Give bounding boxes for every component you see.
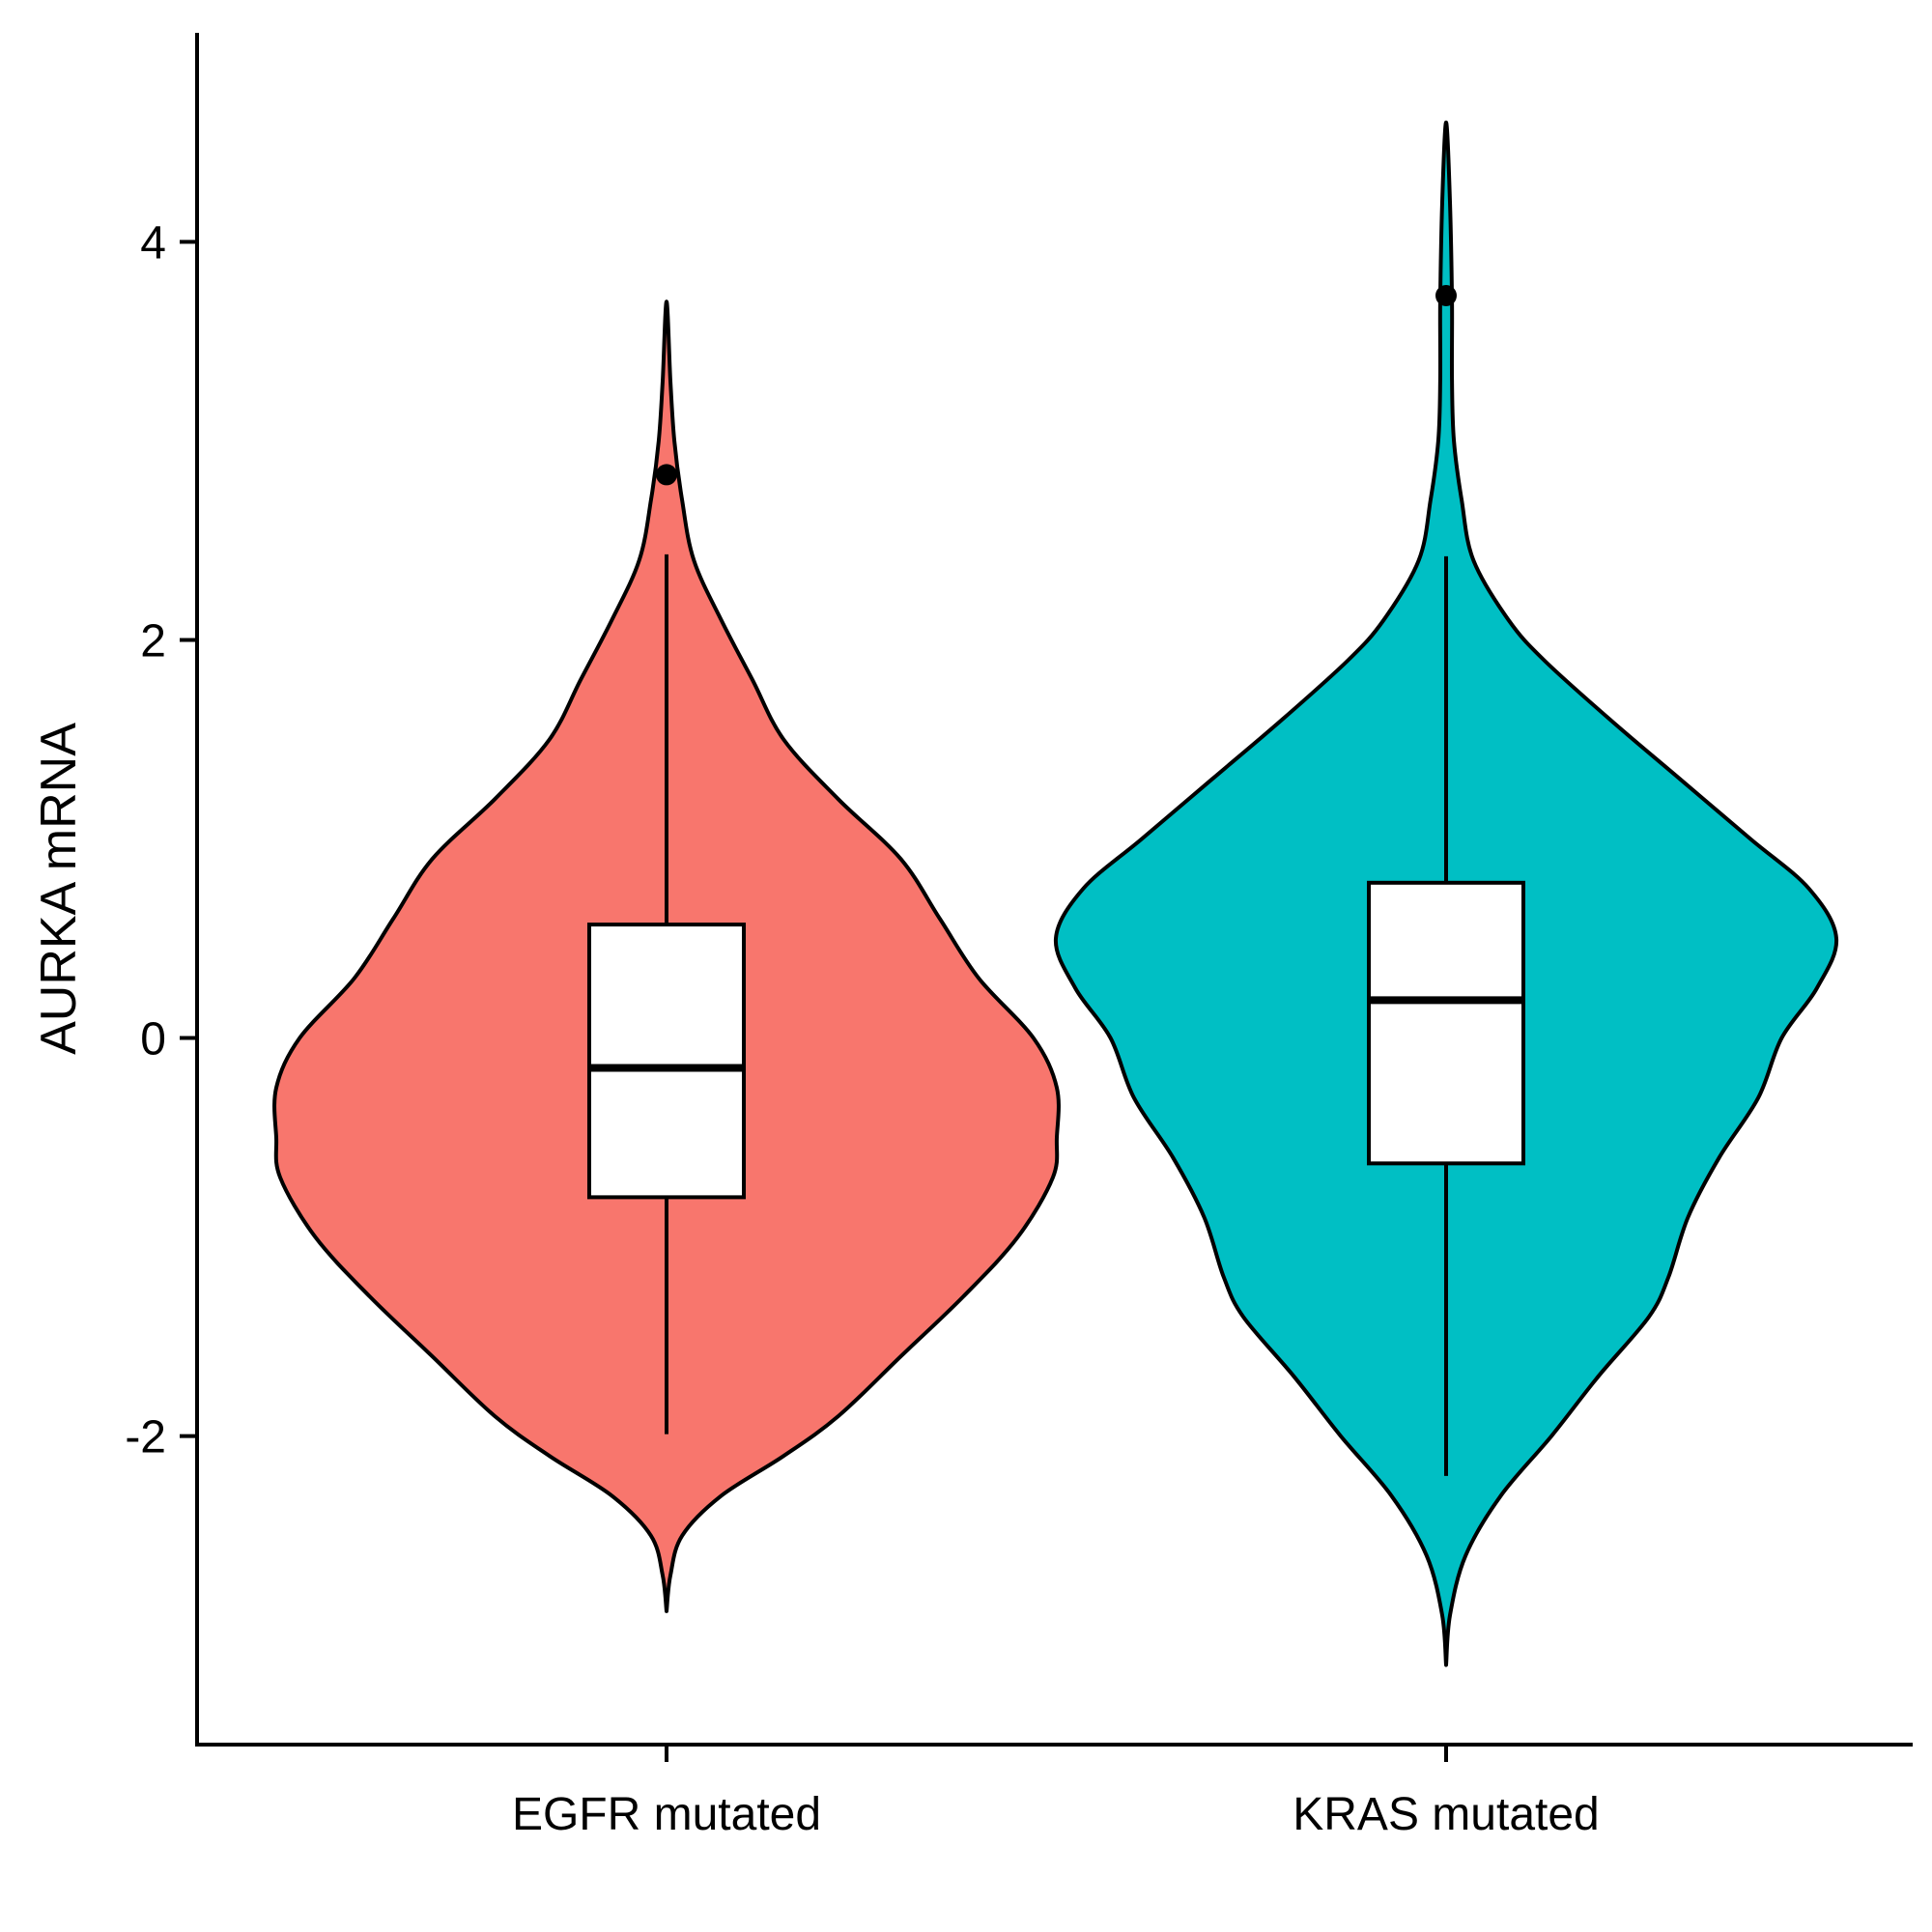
- y-tick-label-3: 4: [140, 217, 166, 269]
- outlier-point-kras-0: [1435, 284, 1457, 306]
- axes: [195, 33, 1913, 1747]
- y-axis-title: AURKA mRNA: [31, 723, 87, 1055]
- axis-ticks: EGFR mutated KRAS mutated -2 0 2 4: [125, 217, 1599, 1840]
- y-tick-label-2: 2: [140, 615, 166, 667]
- y-tick-label-1: 0: [140, 1014, 166, 1065]
- y-tick-label-0: -2: [125, 1412, 166, 1463]
- outlier-point-egfr-0: [656, 464, 677, 486]
- plot-area: [272, 120, 1839, 1667]
- box-egfr: [587, 923, 746, 1200]
- x-tick-label-egfr: EGFR mutated: [512, 1789, 821, 1840]
- box-kras: [1367, 880, 1525, 1166]
- x-tick-label-kras: KRAS mutated: [1293, 1789, 1599, 1840]
